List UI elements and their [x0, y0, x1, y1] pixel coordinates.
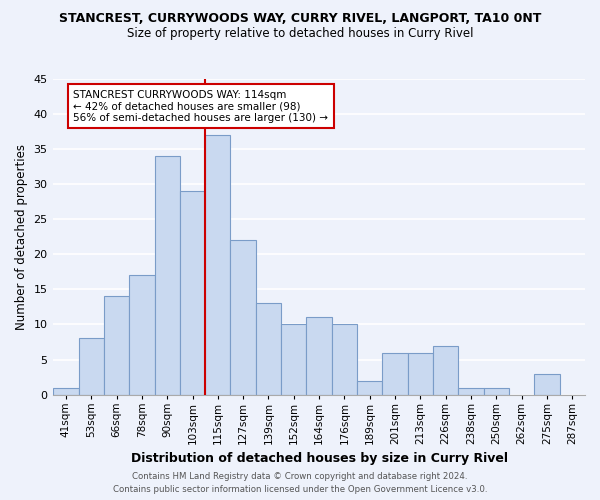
Bar [332, 324, 357, 394]
Bar [230, 240, 256, 394]
Bar [484, 388, 509, 394]
Bar [408, 352, 433, 395]
Bar [205, 135, 230, 394]
Bar [180, 191, 205, 394]
Bar [53, 388, 79, 394]
Bar [256, 304, 281, 394]
Bar [307, 318, 332, 394]
Bar [104, 296, 129, 394]
Text: Contains HM Land Registry data © Crown copyright and database right 2024.
Contai: Contains HM Land Registry data © Crown c… [113, 472, 487, 494]
Bar [357, 380, 382, 394]
Bar [382, 352, 408, 395]
Text: Size of property relative to detached houses in Curry Rivel: Size of property relative to detached ho… [127, 28, 473, 40]
Bar [281, 324, 307, 394]
Bar [129, 276, 155, 394]
Bar [433, 346, 458, 395]
Text: STANCREST, CURRYWOODS WAY, CURRY RIVEL, LANGPORT, TA10 0NT: STANCREST, CURRYWOODS WAY, CURRY RIVEL, … [59, 12, 541, 26]
Bar [79, 338, 104, 394]
Text: STANCREST CURRYWOODS WAY: 114sqm
← 42% of detached houses are smaller (98)
56% o: STANCREST CURRYWOODS WAY: 114sqm ← 42% o… [73, 90, 328, 122]
Bar [458, 388, 484, 394]
X-axis label: Distribution of detached houses by size in Curry Rivel: Distribution of detached houses by size … [131, 452, 508, 465]
Bar [535, 374, 560, 394]
Y-axis label: Number of detached properties: Number of detached properties [15, 144, 28, 330]
Bar [155, 156, 180, 394]
